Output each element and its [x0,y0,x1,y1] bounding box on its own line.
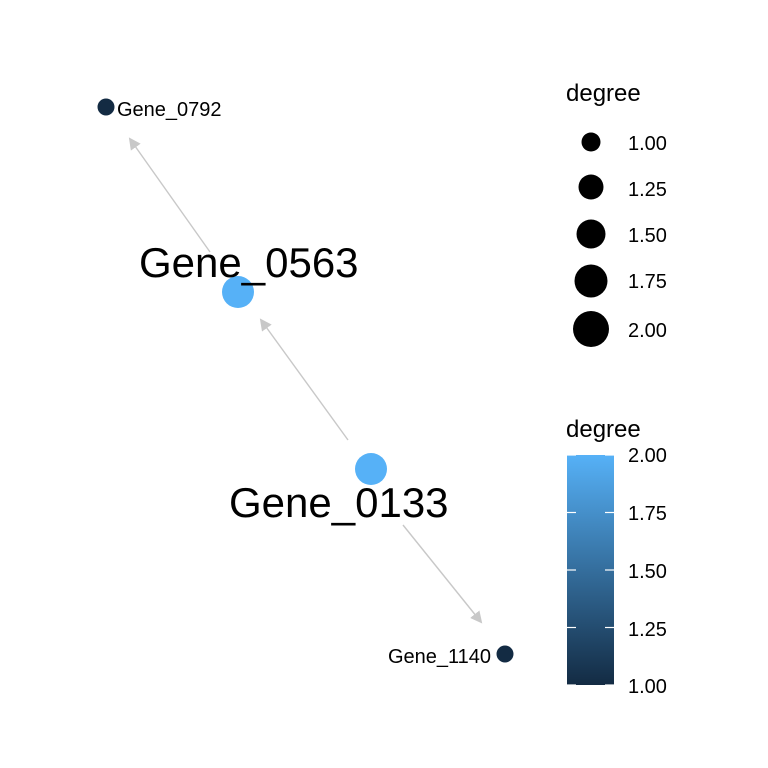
color-legend-label-1: 2.00 [628,445,667,467]
color-legend: degree 2.00 1.75 1.50 1.25 1.00 [566,416,667,698]
size-legend-label-1: 1.00 [628,133,667,155]
node-label-gene-1140: Gene_1140 [388,646,491,668]
color-legend-title: degree [566,416,641,443]
node-gene-0563[interactable] [222,276,254,308]
color-legend-label-4: 1.25 [628,619,667,641]
color-legend-label-2: 1.75 [628,503,667,525]
node-labels-layer: Gene_0792 Gene_0563 Gene_0133 Gene_1140 [117,99,491,668]
node-gene-1140[interactable] [496,645,514,663]
edge-gene-0133-to-gene-0563 [259,318,349,441]
size-legend-key-1 [581,132,601,152]
size-legend-label-4: 1.75 [628,271,667,293]
size-legend-key-4 [574,264,608,298]
size-legend-key-3 [576,219,606,249]
node-label-gene-0792: Gene_0792 [117,99,222,121]
size-legend-key-5 [573,311,609,347]
edges-layer [128,137,483,624]
size-legend-key-2 [578,174,604,200]
node-gene-0133[interactable] [355,453,387,485]
node-label-gene-0133: Gene_0133 [229,479,449,526]
size-legend-title: degree [566,80,641,107]
node-gene-0792[interactable] [97,98,115,116]
size-legend-label-2: 1.25 [628,179,667,201]
size-legend-label-3: 1.50 [628,225,667,247]
nodes-layer [97,98,514,663]
color-legend-label-3: 1.50 [628,561,667,583]
node-label-gene-0563: Gene_0563 [139,239,359,286]
edge-gene-0563-to-gene-0792 [128,137,211,253]
edge-gene-0133-to-gene-1140 [402,524,483,624]
size-legend: degree 1.00 1.25 1.50 1.75 2.00 [566,80,667,347]
color-legend-label-5: 1.00 [628,676,667,698]
size-legend-label-5: 2.00 [628,320,667,342]
